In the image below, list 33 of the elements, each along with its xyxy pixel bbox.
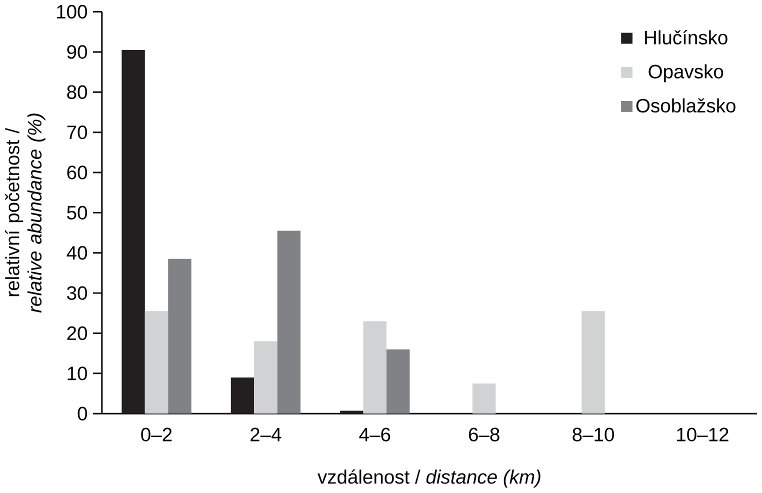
x-tick-label: 8–10: [572, 428, 614, 442]
bar: [144, 311, 168, 414]
bar: [386, 350, 410, 414]
bar: [472, 384, 496, 414]
y-tick-label: 30: [67, 286, 88, 300]
x-tick-label: 6–8: [468, 428, 500, 442]
bar: [168, 259, 192, 414]
legend-label: Osoblažsko: [636, 98, 736, 113]
y-tick-label: 80: [67, 86, 88, 100]
legend-label: Opavsko: [648, 64, 724, 82]
y-tick-label: 70: [67, 126, 88, 140]
y-tick-label: 100: [57, 5, 88, 19]
bar: [230, 378, 254, 414]
bar: [122, 50, 145, 414]
bar: [340, 411, 364, 414]
y-tick-label: 40: [66, 246, 88, 260]
bar: [363, 321, 386, 414]
y-tick-label: 50: [67, 206, 88, 220]
y-tick-label: 0: [78, 407, 88, 421]
bar: [254, 342, 278, 414]
y-tick-label: 60: [67, 166, 88, 180]
y-tick-label: 10: [68, 366, 88, 380]
x-tick-label: 10–12: [677, 428, 728, 442]
x-tick-label: 0–2: [141, 428, 172, 442]
y-axis-title: relativní početnost / relative abundance (%): [4, 114, 46, 313]
x-tick-label: 2–4: [250, 428, 282, 442]
x-tick-label: 4–6: [359, 428, 390, 442]
bar: [277, 230, 301, 414]
y-tick-label: 20: [67, 326, 88, 340]
bar: [582, 311, 605, 414]
y-tick-label: 90: [67, 45, 88, 59]
x-axis-title: vzdálenost / distance (km): [318, 470, 540, 488]
legend-label: Hlučínsko: [645, 30, 728, 45]
